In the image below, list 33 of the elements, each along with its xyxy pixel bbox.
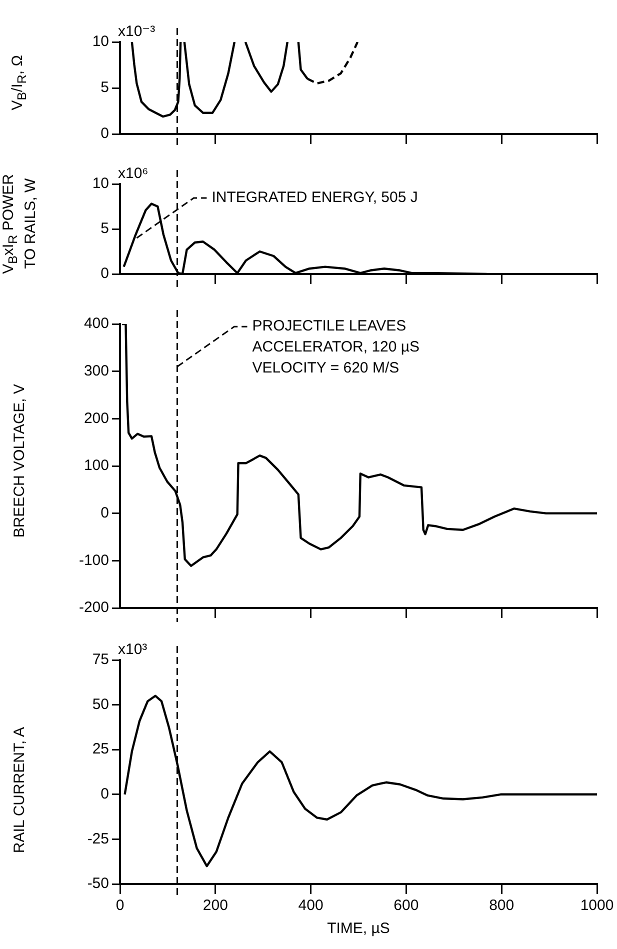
y-tick-label: 300 bbox=[84, 362, 109, 380]
y-tick-label: 0 bbox=[100, 265, 109, 282]
annotation: INTEGRATED ENERGY, 505 J bbox=[212, 189, 418, 206]
x-tick-label: 0 bbox=[116, 897, 124, 914]
y-tick-label: 10 bbox=[92, 175, 109, 192]
x-tick-label: 800 bbox=[489, 897, 514, 914]
y-tick-label: 5 bbox=[100, 79, 109, 96]
x-axis-title: TIME, µS bbox=[327, 920, 390, 938]
y-tick-label: 200 bbox=[84, 410, 109, 427]
y-tick-label: 10 bbox=[92, 33, 109, 50]
text: x10⁻³ bbox=[118, 23, 156, 40]
y-tick-label: 50 bbox=[92, 696, 109, 713]
y-axis-title: BREECH VOLTAGE, V bbox=[11, 384, 29, 538]
y-tick-label: 100 bbox=[84, 457, 109, 474]
x-tick-label: 400 bbox=[298, 897, 324, 914]
y-tick-label: 0 bbox=[100, 125, 109, 142]
y-tick-label: 75 bbox=[92, 651, 109, 668]
text: x10⁶ bbox=[118, 165, 148, 182]
x-tick-label: 200 bbox=[202, 897, 228, 914]
x-tick-label: 1000 bbox=[580, 897, 614, 914]
y-tick-label: 0 bbox=[100, 504, 109, 522]
y-tick-label: -100 bbox=[78, 552, 109, 569]
y-tick-label: 25 bbox=[92, 740, 109, 758]
y-tick-label: 0 bbox=[100, 786, 109, 803]
y-tick-label: 5 bbox=[100, 220, 109, 238]
x-tick-label: 600 bbox=[394, 897, 419, 914]
y-tick-label: -25 bbox=[87, 830, 109, 848]
y-tick-label: 400 bbox=[84, 315, 109, 332]
text: x10³ bbox=[118, 641, 148, 658]
y-tick-label: -200 bbox=[78, 599, 109, 616]
y-tick-label: -50 bbox=[87, 875, 109, 892]
annotation: PROJECTILE LEAVES ACCELERATOR, 120 µS VELOCITY = 620 M/S bbox=[252, 318, 420, 377]
y-axis-title: RAIL CURRENT, A bbox=[11, 726, 29, 854]
